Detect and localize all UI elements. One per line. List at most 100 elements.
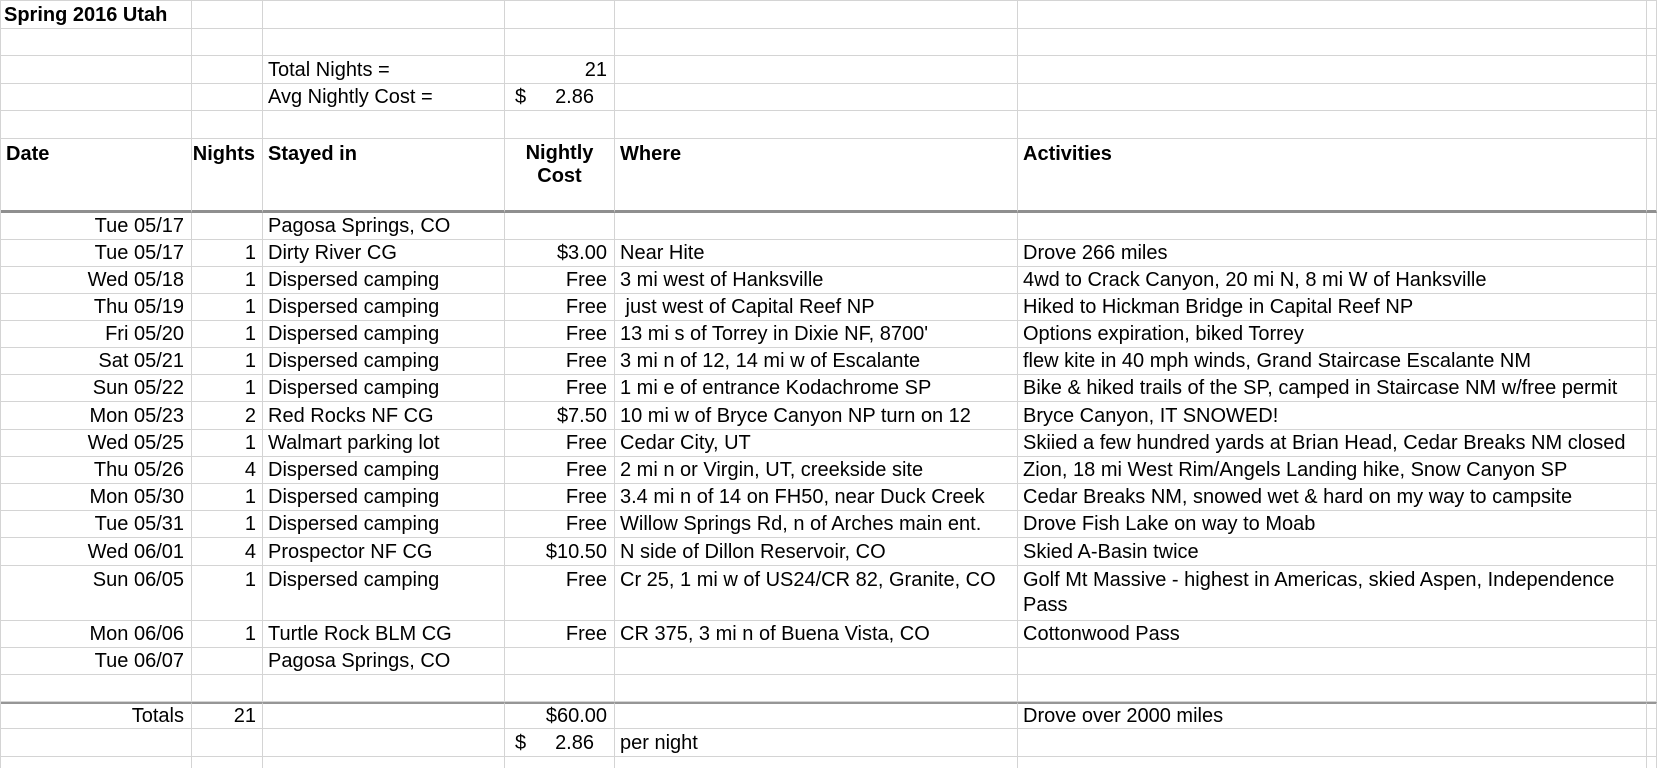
cell-activities[interactable]: Skied A-Basin twice [1018,538,1647,566]
cell-activities[interactable]: Cottonwood Pass [1018,621,1647,648]
cell-activities[interactable]: Golf Mt Massive - highest in Americas, s… [1018,566,1647,621]
cell-nightly-cost[interactable]: $7.50 [505,402,615,430]
cell-nights[interactable]: 1 [192,348,263,375]
sheet-title[interactable]: Spring 2016 Utah [1,1,192,29]
cell-activities[interactable]: Options expiration, biked Torrey [1018,321,1647,348]
totals-label[interactable]: Totals [1,702,192,729]
cell-nightly-cost[interactable]: Free [505,457,615,484]
cell-nightly-cost[interactable]: Free [505,566,615,621]
total-nights-label[interactable]: Total Nights = [263,56,505,84]
empty-cell[interactable] [505,675,615,702]
cell-nights[interactable]: 1 [192,511,263,538]
cell-stayed-in[interactable]: Turtle Rock BLM CG [263,621,505,648]
cell-date[interactable]: Sun 06/05 [1,566,192,621]
cell-date[interactable]: Sun 05/22 [1,375,192,402]
cell-activities[interactable]: flew kite in 40 mph winds, Grand Stairca… [1018,348,1647,375]
column-header-stayed-in[interactable]: Stayed in [263,139,505,213]
empty-cell[interactable] [192,757,263,768]
cell-nights[interactable]: 1 [192,267,263,294]
cell-where[interactable]: N side of Dillon Reservoir, CO [615,538,1018,566]
empty-cell[interactable] [263,111,505,139]
cell-date[interactable]: Wed 06/01 [1,538,192,566]
empty-cell[interactable] [1018,111,1647,139]
totals-nights[interactable]: 21 [192,702,263,729]
cell-activities[interactable]: Zion, 18 mi West Rim/Angels Landing hike… [1018,457,1647,484]
cell-date[interactable]: Sat 05/21 [1,348,192,375]
cell-nights[interactable]: 1 [192,240,263,267]
empty-cell[interactable] [1018,675,1647,702]
empty-cell[interactable] [615,29,1018,56]
cell-where[interactable]: 13 mi s of Torrey in Dixie NF, 8700' [615,321,1018,348]
cell-stayed-in[interactable]: Dispersed camping [263,294,505,321]
empty-cell[interactable] [192,111,263,139]
cell-stayed-in[interactable]: Dispersed camping [263,267,505,294]
cell-activities[interactable]: Cedar Breaks NM, snowed wet & hard on my… [1018,484,1647,511]
cell-nights[interactable] [192,648,263,675]
cell-nights[interactable]: 4 [192,538,263,566]
empty-cell[interactable] [263,757,505,768]
cell-stayed-in[interactable]: Walmart parking lot [263,430,505,457]
column-header-where[interactable]: Where [615,139,1018,213]
empty-cell[interactable] [505,757,615,768]
cell-stayed-in[interactable]: Dispersed camping [263,348,505,375]
cell-activities[interactable]: Hiked to Hickman Bridge in Capital Reef … [1018,294,1647,321]
cell-activities[interactable] [1018,648,1647,675]
cell-where[interactable] [615,648,1018,675]
empty-cell[interactable] [1,29,192,56]
empty-cell[interactable] [263,729,505,757]
cell-date[interactable]: Tue 06/07 [1,648,192,675]
cell-nightly-cost[interactable]: Free [505,511,615,538]
cell-activities[interactable] [1018,213,1647,240]
cell-nightly-cost[interactable]: Free [505,484,615,511]
cell-where[interactable] [615,213,1018,240]
cell-where[interactable]: Willow Springs Rd, n of Arches main ent. [615,511,1018,538]
cell-activities[interactable]: Drove 266 miles [1018,240,1647,267]
cell-where[interactable]: 2 mi n or Virgin, UT, creekside site [615,457,1018,484]
empty-cell[interactable] [263,29,505,56]
cell-where[interactable]: Cr 25, 1 mi w of US24/CR 82, Granite, CO [615,566,1018,621]
cell-date[interactable]: Thu 05/26 [1,457,192,484]
empty-cell[interactable] [1018,1,1647,29]
cell-date[interactable]: Thu 05/19 [1,294,192,321]
empty-cell[interactable] [505,29,615,56]
cell-activities[interactable]: Skiied a few hundred yards at Brian Head… [1018,430,1647,457]
cell-stayed-in[interactable]: Dispersed camping [263,484,505,511]
empty-cell[interactable] [192,729,263,757]
empty-cell[interactable] [192,84,263,111]
column-header-nightly-cost[interactable]: Nightly Cost [505,139,615,213]
cell-date[interactable]: Fri 05/20 [1,321,192,348]
totals-cost[interactable]: $60.00 [505,702,615,729]
cell-nights[interactable] [192,213,263,240]
empty-cell[interactable] [615,675,1018,702]
cell-date[interactable]: Tue 05/17 [1,213,192,240]
cell-nights[interactable]: 2 [192,402,263,430]
cell-activities[interactable]: Bike & hiked trails of the SP, camped in… [1018,375,1647,402]
cell-nightly-cost[interactable]: Free [505,267,615,294]
cell-nights[interactable]: 1 [192,294,263,321]
empty-cell[interactable] [615,111,1018,139]
cell-date[interactable]: Mon 06/06 [1,621,192,648]
cell-nightly-cost[interactable]: Free [505,321,615,348]
empty-cell[interactable] [1,757,192,768]
cell-where[interactable]: 10 mi w of Bryce Canyon NP turn on 12 [615,402,1018,430]
empty-cell[interactable] [263,702,505,729]
cell-stayed-in[interactable]: Dispersed camping [263,511,505,538]
cell-nightly-cost[interactable]: Free [505,348,615,375]
cell-stayed-in[interactable]: Pagosa Springs, CO [263,648,505,675]
cell-date[interactable]: Mon 05/23 [1,402,192,430]
avg-cost-label[interactable]: Avg Nightly Cost = [263,84,505,111]
cell-stayed-in[interactable]: Pagosa Springs, CO [263,213,505,240]
cell-where[interactable]: 3 mi n of 12, 14 mi w of Escalante [615,348,1018,375]
avg-cost-value[interactable]: $2.86 [505,84,615,111]
cell-where[interactable]: Near Hite [615,240,1018,267]
cell-nights[interactable]: 1 [192,430,263,457]
cell-where[interactable]: 1 mi e of entrance Kodachrome SP [615,375,1018,402]
cell-nightly-cost[interactable] [505,213,615,240]
empty-cell[interactable] [1,56,192,84]
cell-activities[interactable]: 4wd to Crack Canyon, 20 mi N, 8 mi W of … [1018,267,1647,294]
per-night-cost[interactable]: $2.86 [505,729,615,757]
empty-cell[interactable] [1018,84,1647,111]
empty-cell[interactable] [263,1,505,29]
cell-nightly-cost[interactable] [505,648,615,675]
empty-cell[interactable] [192,675,263,702]
